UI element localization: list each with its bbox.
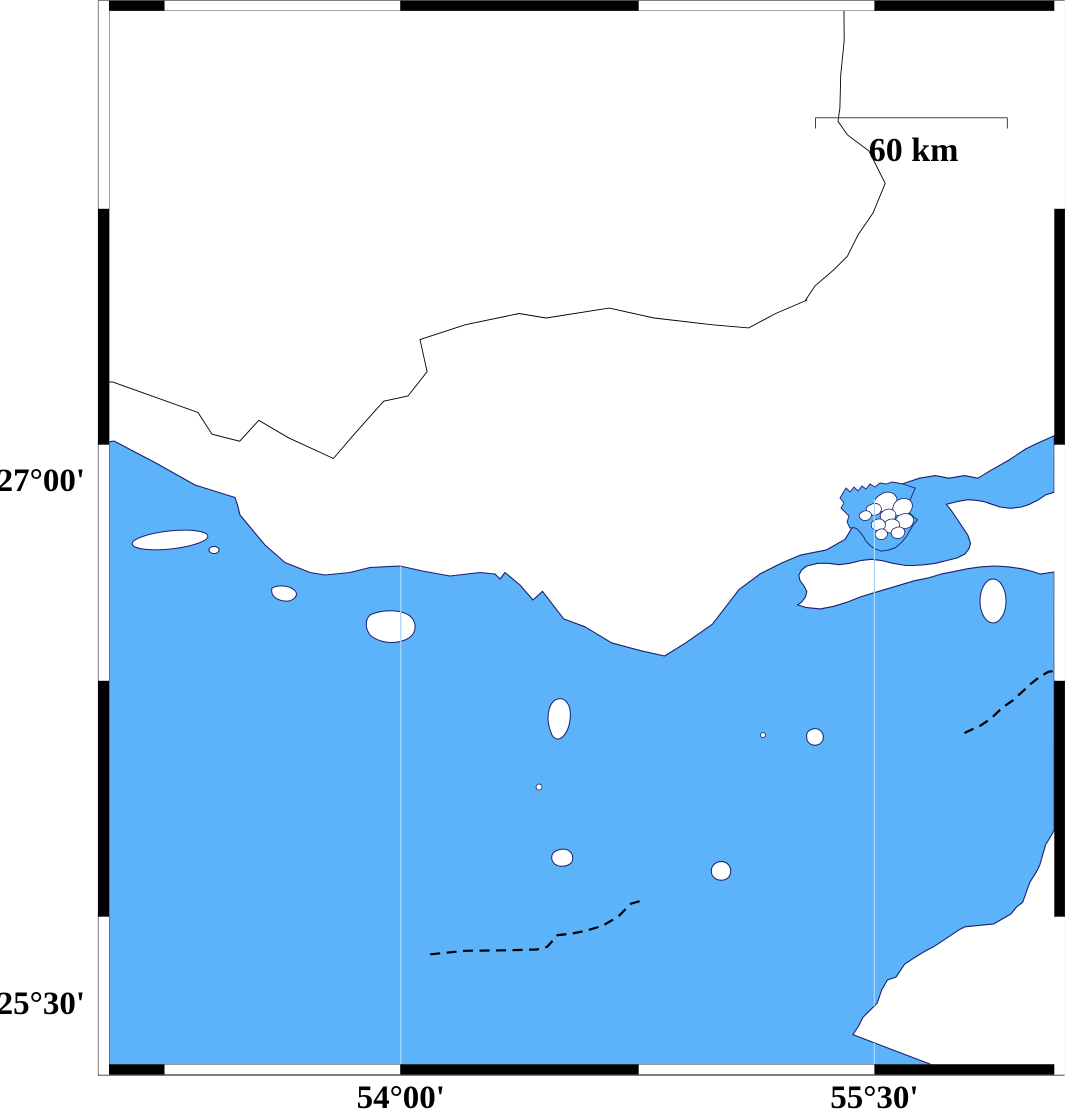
svg-text:55°30': 55°30'	[830, 1080, 918, 1113]
svg-text:27°00': 27°00'	[0, 463, 85, 499]
svg-text:25°30': 25°30'	[0, 986, 85, 1022]
svg-text:54°00': 54°00'	[357, 1080, 445, 1113]
svg-text:60 km: 60 km	[869, 132, 959, 169]
